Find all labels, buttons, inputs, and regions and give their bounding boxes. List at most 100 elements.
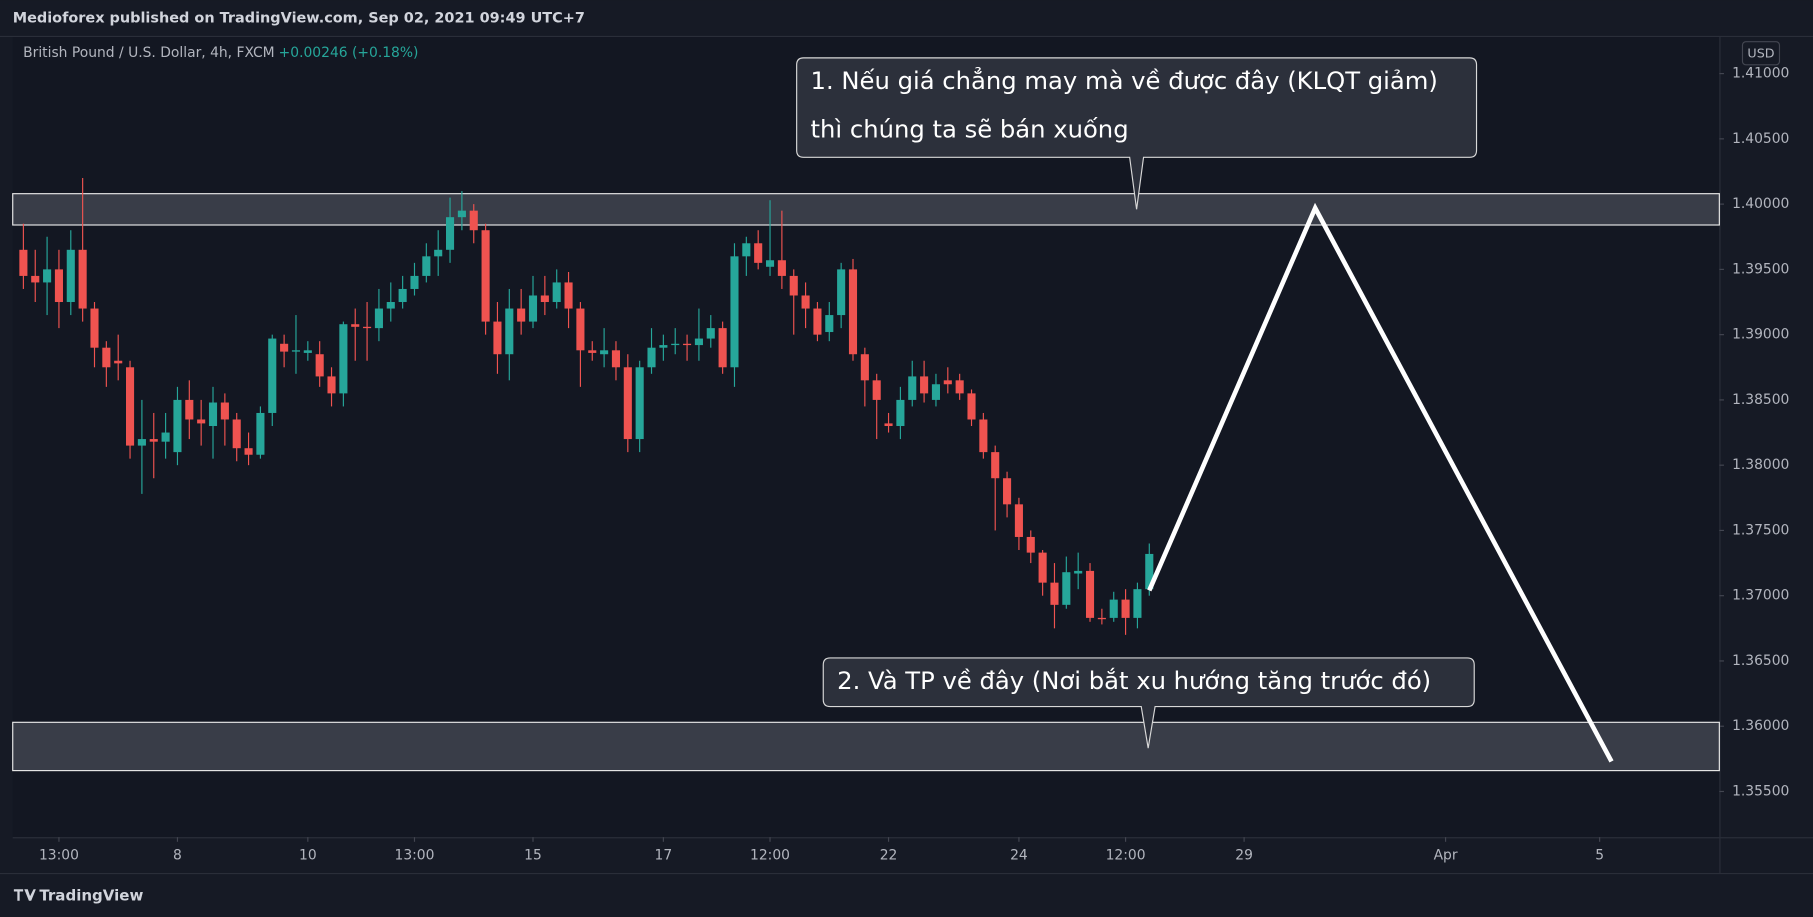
y-tick-label: 1.36500 <box>1732 653 1789 669</box>
candle-body <box>694 338 703 346</box>
candle-body <box>102 347 111 368</box>
y-tick-label: 1.37000 <box>1732 588 1789 604</box>
x-tick-label: 13:00 <box>395 848 435 864</box>
candle-body <box>66 249 75 303</box>
projection-line <box>1147 202 1614 763</box>
candle-body <box>1085 570 1095 618</box>
candle-body <box>943 380 952 385</box>
candle-body <box>517 308 526 322</box>
candle-body <box>315 354 324 377</box>
candle-body <box>137 439 146 446</box>
candle-body <box>967 393 976 420</box>
candle-body <box>600 350 609 355</box>
candle-body <box>31 275 40 283</box>
candle-body <box>754 243 763 263</box>
currency: USD <box>1747 45 1774 60</box>
candle-body <box>765 260 775 267</box>
candle-body <box>54 269 63 303</box>
candle-body <box>1026 536 1035 553</box>
candle-body <box>327 376 336 394</box>
candle-body <box>481 230 490 322</box>
candle-body <box>114 360 123 364</box>
candle-body <box>410 275 419 289</box>
logo: TradingView <box>39 887 143 905</box>
candle-body <box>1062 572 1071 605</box>
candle-body <box>896 399 905 427</box>
candle-body <box>386 302 395 309</box>
x-tick-label: 8 <box>173 848 182 864</box>
candle-body <box>742 243 751 257</box>
candle-body <box>647 347 656 368</box>
candle-body <box>126 367 135 446</box>
candle-body <box>659 345 668 348</box>
candle-body <box>1121 599 1130 618</box>
candle-body <box>931 384 941 400</box>
candle-body <box>434 249 443 257</box>
candle-body <box>801 295 810 309</box>
callout-box <box>796 57 1478 210</box>
candle-body <box>730 256 739 368</box>
x-tick-label: 12:00 <box>750 848 790 864</box>
candle-body <box>469 210 478 231</box>
candle-body <box>185 399 194 420</box>
candle-body <box>339 324 348 394</box>
candle-body <box>979 419 988 453</box>
candle-body <box>256 412 265 455</box>
candle-body <box>706 328 715 339</box>
candle-body <box>303 350 312 353</box>
candle-body <box>540 295 549 303</box>
candle-body <box>908 376 917 400</box>
candle-body <box>363 326 372 329</box>
candle-body <box>280 343 289 352</box>
candle-body <box>220 402 229 420</box>
candle-body <box>1109 599 1118 618</box>
candle-body <box>173 399 182 453</box>
candle-body <box>505 308 514 355</box>
symbol: British Pound / U.S. Dollar, 4h, FXCM <box>23 45 274 61</box>
candle-body <box>860 354 869 381</box>
zone <box>12 193 1720 226</box>
candle-body <box>445 217 455 250</box>
candle-body <box>789 275 798 296</box>
y-tick-label: 1.35500 <box>1732 783 1789 799</box>
x-tick-label: 17 <box>655 848 673 864</box>
candle-body <box>991 452 1000 479</box>
change: +0.00246 (+0.18%) <box>279 45 419 61</box>
candle-body <box>208 402 218 427</box>
x-tick-label: 10 <box>299 848 317 864</box>
candle-body <box>1014 504 1023 537</box>
candle-body <box>374 308 383 329</box>
candle-body <box>683 343 692 346</box>
candle-body <box>576 308 585 351</box>
candle-body <box>813 308 822 335</box>
x-tick-label: 22 <box>880 848 898 864</box>
x-tick-label: 5 <box>1595 848 1604 864</box>
zone <box>12 721 1720 772</box>
candle-body <box>197 419 206 424</box>
logo-icon <box>13 889 36 901</box>
candle-body <box>457 210 466 218</box>
candle-body <box>19 249 28 276</box>
candle-body <box>161 432 170 442</box>
y-tick-label: 1.40000 <box>1732 196 1789 212</box>
candle-body <box>872 380 881 400</box>
publisher: Medioforex published on TradingView.com,… <box>13 11 585 27</box>
y-tick-label: 1.38000 <box>1732 457 1789 473</box>
x-tick-label: 13:00 <box>39 848 79 864</box>
candle-body <box>671 343 680 346</box>
x-tick-label: 12:00 <box>1106 848 1146 864</box>
candle-body <box>848 269 858 355</box>
candle-body <box>78 249 87 309</box>
candle-body <box>493 321 502 355</box>
candle-body <box>837 269 846 316</box>
x-tick-label: 15 <box>524 848 542 864</box>
currency-box <box>1741 41 1781 66</box>
callout-text: 2. Và TP về đây (Nơi bắt xu hướng tăng t… <box>837 666 1431 695</box>
candle-body <box>398 288 407 303</box>
x-tick-label: Apr <box>1434 848 1458 864</box>
candle-body <box>718 328 727 368</box>
candle-body <box>1038 552 1047 583</box>
candle-body <box>623 367 632 440</box>
candle-body <box>90 308 99 348</box>
callout-box <box>822 657 1475 749</box>
